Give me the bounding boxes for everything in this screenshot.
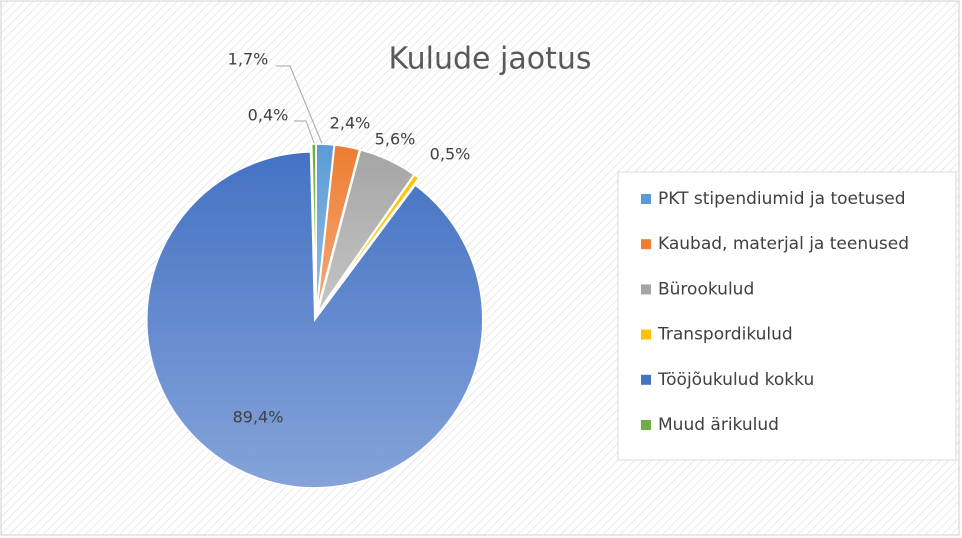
legend-label: PKT stipendiumid ja toetused (658, 189, 906, 209)
data-label: 5,6% (375, 130, 416, 149)
legend-marker (641, 194, 651, 204)
legend-label: Muud ärikulud (658, 415, 779, 435)
legend-label: Bürookulud (658, 279, 754, 299)
data-label: 89,4% (233, 408, 284, 427)
legend-marker (641, 329, 651, 340)
data-label: 1,7% (228, 50, 269, 69)
legend-label: Kaubad, materjal ja teenused (658, 234, 909, 254)
chart-title: Kulude jaotus (388, 42, 591, 77)
pie-slice (146, 151, 484, 489)
legend-box (617, 171, 957, 461)
legend-marker (641, 284, 651, 295)
pie-slice (317, 173, 420, 314)
legend-label: Transpordikulud (657, 325, 793, 345)
pie-slice (316, 148, 415, 313)
pie-slice (315, 144, 361, 313)
data-label: 0,4% (248, 106, 289, 125)
legend-marker (641, 374, 651, 385)
data-label: 2,4% (330, 114, 371, 133)
legend-marker (641, 239, 651, 250)
pie-slice (310, 143, 317, 313)
leader-line (276, 65, 324, 147)
legend-marker (641, 420, 651, 430)
leader-line (294, 120, 317, 149)
data-label: 0,5% (430, 145, 471, 164)
legend-label: Tööjõukulud kokku (657, 370, 814, 390)
